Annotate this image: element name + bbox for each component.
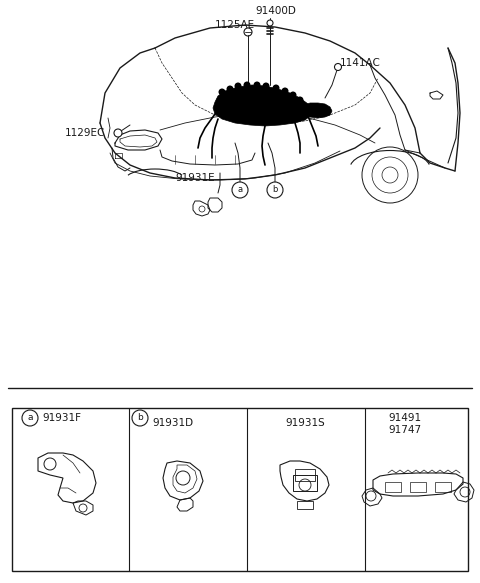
- Circle shape: [235, 83, 241, 90]
- Polygon shape: [213, 85, 312, 126]
- Bar: [293, 475, 317, 491]
- Circle shape: [335, 64, 341, 71]
- Circle shape: [263, 83, 269, 90]
- Circle shape: [267, 20, 273, 26]
- Text: b: b: [272, 185, 278, 195]
- Text: b: b: [137, 413, 143, 423]
- Circle shape: [233, 90, 240, 97]
- Circle shape: [243, 89, 251, 96]
- Circle shape: [216, 97, 224, 104]
- Bar: [295, 469, 315, 481]
- Circle shape: [297, 97, 303, 104]
- Text: 91931D: 91931D: [152, 418, 193, 428]
- Text: 91931F: 91931F: [42, 413, 81, 423]
- Text: 91400D: 91400D: [255, 6, 296, 16]
- Circle shape: [227, 86, 233, 93]
- Circle shape: [281, 87, 288, 94]
- Text: 1129EC: 1129EC: [65, 128, 106, 138]
- Polygon shape: [303, 103, 332, 118]
- Circle shape: [232, 182, 248, 198]
- Circle shape: [114, 129, 122, 137]
- Text: 91491: 91491: [388, 413, 421, 423]
- Circle shape: [253, 82, 261, 89]
- Circle shape: [22, 410, 38, 426]
- Circle shape: [289, 92, 297, 99]
- Text: 91931S: 91931S: [285, 418, 325, 428]
- Circle shape: [218, 89, 226, 96]
- Bar: [385, 482, 401, 492]
- Text: 1125AE: 1125AE: [215, 20, 255, 30]
- Text: 91931E: 91931E: [175, 173, 215, 183]
- Bar: [12, 408, 468, 571]
- Circle shape: [267, 182, 283, 198]
- Bar: [410, 482, 426, 492]
- Text: 1141AC: 1141AC: [340, 58, 381, 68]
- Text: a: a: [27, 413, 33, 423]
- Circle shape: [273, 85, 279, 92]
- Circle shape: [132, 410, 148, 426]
- Text: 91747: 91747: [388, 425, 421, 435]
- Circle shape: [243, 82, 251, 89]
- Bar: [435, 482, 451, 492]
- Circle shape: [225, 93, 231, 100]
- Text: a: a: [238, 185, 242, 195]
